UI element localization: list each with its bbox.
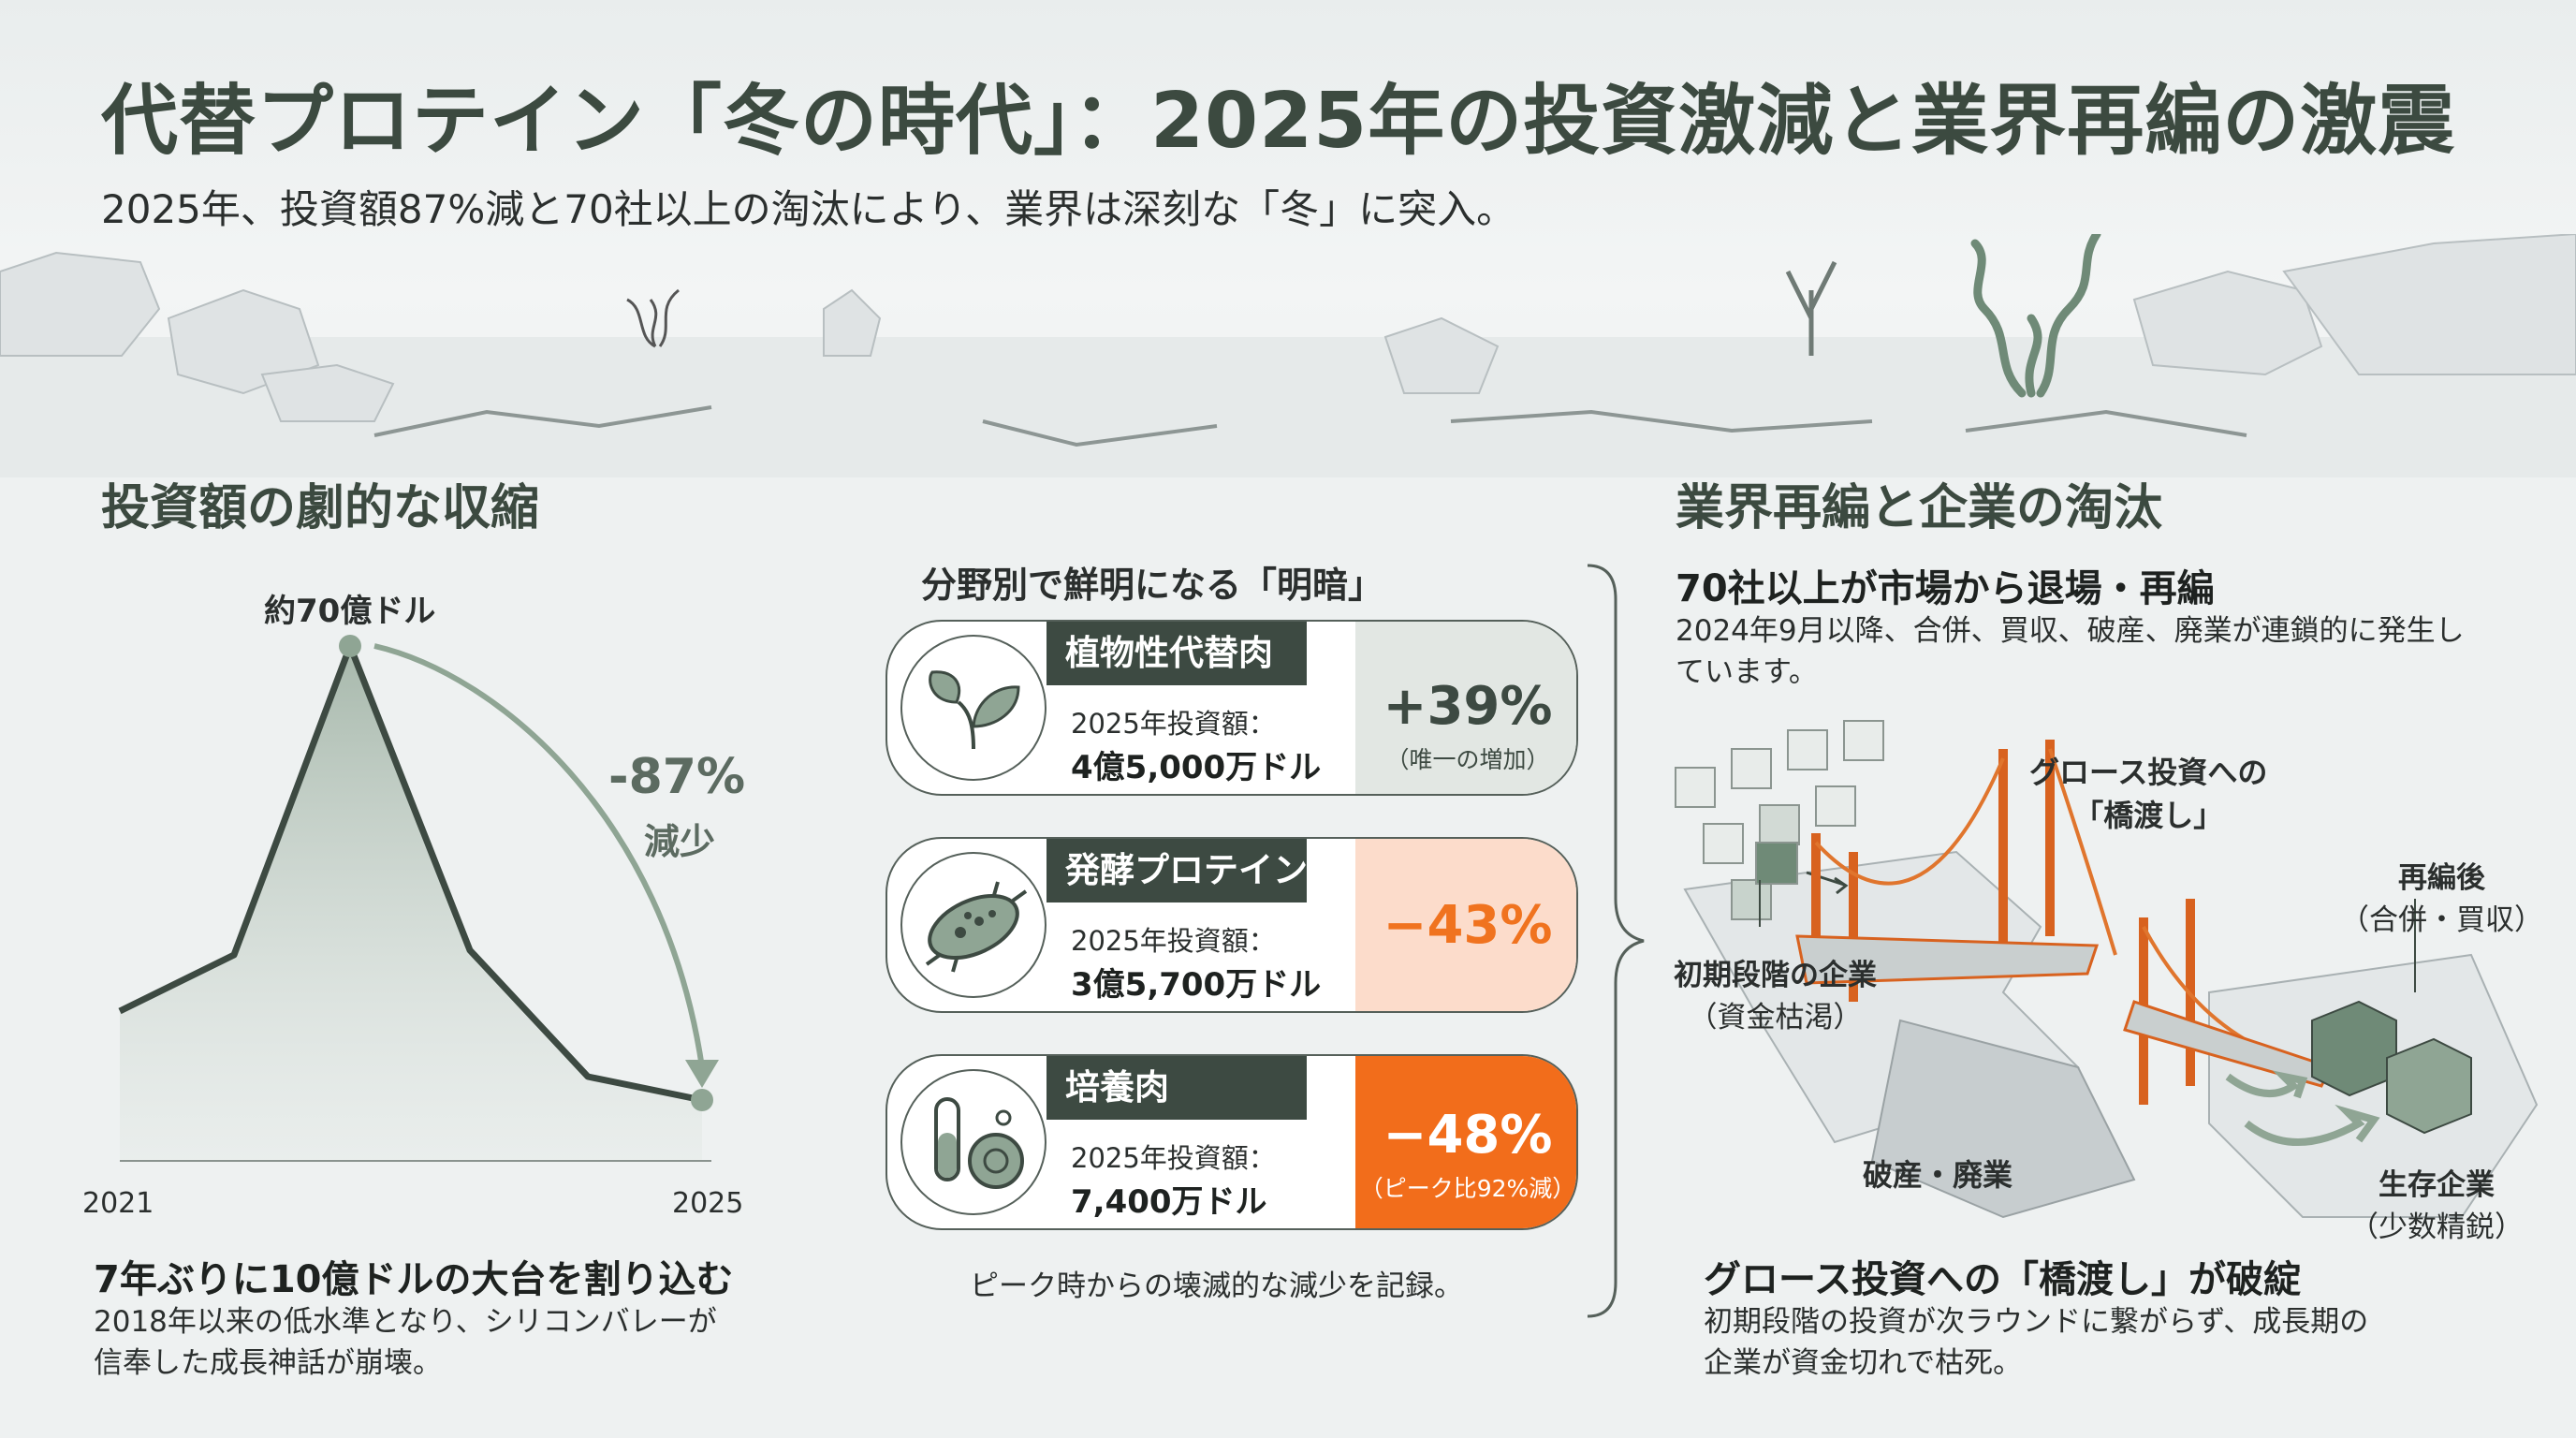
peak-point: [339, 635, 361, 657]
area-fill: [120, 646, 702, 1161]
bridge-label-line2: 「橋渡し」: [2073, 798, 2224, 833]
page-title: 代替プロテイン「冬の時代」：2025年の投資激減と業界再編の激震: [101, 77, 2456, 166]
sector-card-plant: 植物性代替肉 2025年投資額： 4億5,000万ドル +39% （唯一の増加）: [886, 620, 1578, 796]
change-percent: −48%: [1383, 1105, 1553, 1166]
sectors-footer: ピーク時からの壊滅的な減少を記録。: [970, 1269, 1463, 1303]
bridge-failure-body-line1: 初期段階の投資が次ラウンドに繋がらず、成長期の: [1704, 1305, 2369, 1339]
change-box: −48% （ピーク比92%減）: [1355, 1056, 1576, 1228]
consolidation-body: 2024年9月以降、合併、買収、破産、廃業が連鎖的に発生し ています。: [1676, 610, 2465, 693]
survivors-label-line1: 生存企業: [2378, 1168, 2495, 1202]
after-reorg-label: 再編後 （合併・買収）: [2340, 854, 2543, 938]
page-subtitle: 2025年、投資額87%減と70社以上の淘汰により、業界は深刻な「冬」に突入。: [101, 186, 1516, 232]
after-reorg-label-line1: 再編後: [2398, 861, 2485, 895]
amount-value: 7,400万ドル: [1071, 1183, 1267, 1221]
consolidation-body-line1: 2024年9月以降、合併、買収、破産、廃業が連鎖的に発生し: [1676, 614, 2465, 648]
end-point: [691, 1089, 713, 1111]
change-note: （ピーク比92%減）: [1359, 1175, 1576, 1202]
change-percent: +39%: [1383, 676, 1553, 737]
investment-body-line2: 信奉した成長神話が崩壊。: [94, 1346, 442, 1380]
amount-value: 4億5,000万ドル: [1071, 749, 1322, 786]
after-reorg-label-line2: （合併・買収）: [2340, 903, 2543, 937]
early-stage-label-line1: 初期段階の企業: [1674, 959, 1877, 992]
amount-label: 2025年投資額：: [1071, 1142, 1276, 1174]
investment-body-line1: 2018年以来の低水準となり、シリコンバレーが: [94, 1305, 717, 1339]
consolidation-section-title: 業界再編と企業の淘汰: [1676, 480, 2163, 536]
decline-arrow: [373, 643, 705, 1068]
consolidation-headline: 70社以上が市場から退場・再編: [1676, 567, 2215, 610]
sectors-title: 分野別で鮮明になる「明暗」: [921, 565, 1384, 606]
change-value: -87%: [608, 749, 746, 805]
bridge-failure-headline: グロース投資への「橋渡し」が破綻: [1704, 1258, 2301, 1301]
change-word: 減少: [644, 821, 716, 862]
amount-label: 2025年投資額：: [1071, 708, 1276, 740]
section-brace: [1587, 564, 1645, 1318]
survivors-label: 生存企業 （少数精鋭）: [2349, 1161, 2524, 1245]
leaf-icon: [900, 635, 1046, 781]
frozen-landscape-illustration: [0, 234, 2576, 477]
investment-headline: 7年ぶりに10億ドルの大台を割り込む: [94, 1258, 734, 1301]
early-stage-label: 初期段階の企業 （資金枯渇）: [1674, 951, 1877, 1035]
peak-label: 約70億ドル: [264, 593, 436, 630]
bridge-label-line1: グロース投資への: [2029, 755, 2268, 790]
bridge-failure-body-line2: 企業が資金切れで枯死。: [1704, 1346, 2023, 1380]
change-percent: −43%: [1383, 895, 1553, 956]
decline-arrowhead: [685, 1060, 719, 1088]
consolidation-body-line2: ています。: [1676, 655, 1818, 689]
series-line: [118, 642, 703, 1104]
survivors-label-line2: （少数精鋭）: [2349, 1211, 2524, 1244]
sector-name: 植物性代替肉: [1046, 622, 1307, 685]
sector-name: 培養肉: [1046, 1056, 1307, 1120]
sector-card-fermentation: 発酵プロテイン 2025年投資額： 3億5,700万ドル −43%: [886, 837, 1578, 1013]
microbe-icon: [900, 852, 1046, 998]
bridge-failure-body: 初期段階の投資が次ラウンドに繋がらず、成長期の 企業が資金切れで枯死。: [1704, 1301, 2368, 1384]
investment-section-title: 投資額の劇的な収縮: [101, 480, 540, 536]
amount-label: 2025年投資額：: [1071, 925, 1276, 957]
sector-name: 発酵プロテイン: [1046, 839, 1308, 902]
change-box: −43%: [1355, 839, 1576, 1011]
change-note: （唯一の増加）: [1385, 746, 1550, 773]
x-tick-end: 2025: [672, 1187, 744, 1220]
amount-value: 3億5,700万ドル: [1071, 966, 1322, 1004]
investment-body: 2018年以来の低水準となり、シリコンバレーが 信奉した成長神話が崩壊。: [94, 1301, 717, 1384]
test-tube-petri-icon: [900, 1069, 1046, 1215]
bankrupt-label: 破産・廃業: [1863, 1157, 2013, 1193]
sector-card-cultured-meat: 培養肉 2025年投資額： 7,400万ドル −48% （ピーク比92%減）: [886, 1054, 1578, 1230]
broken-bridge-illustration: [1675, 720, 2539, 1219]
x-tick-start: 2021: [82, 1187, 154, 1220]
investment-area-chart: [118, 635, 719, 1162]
early-stage-label-line2: （資金枯渇）: [1688, 1001, 1863, 1034]
bridge-label: グロース投資への 「橋渡し」: [2029, 749, 2267, 835]
change-box: +39% （唯一の増加）: [1355, 622, 1576, 794]
